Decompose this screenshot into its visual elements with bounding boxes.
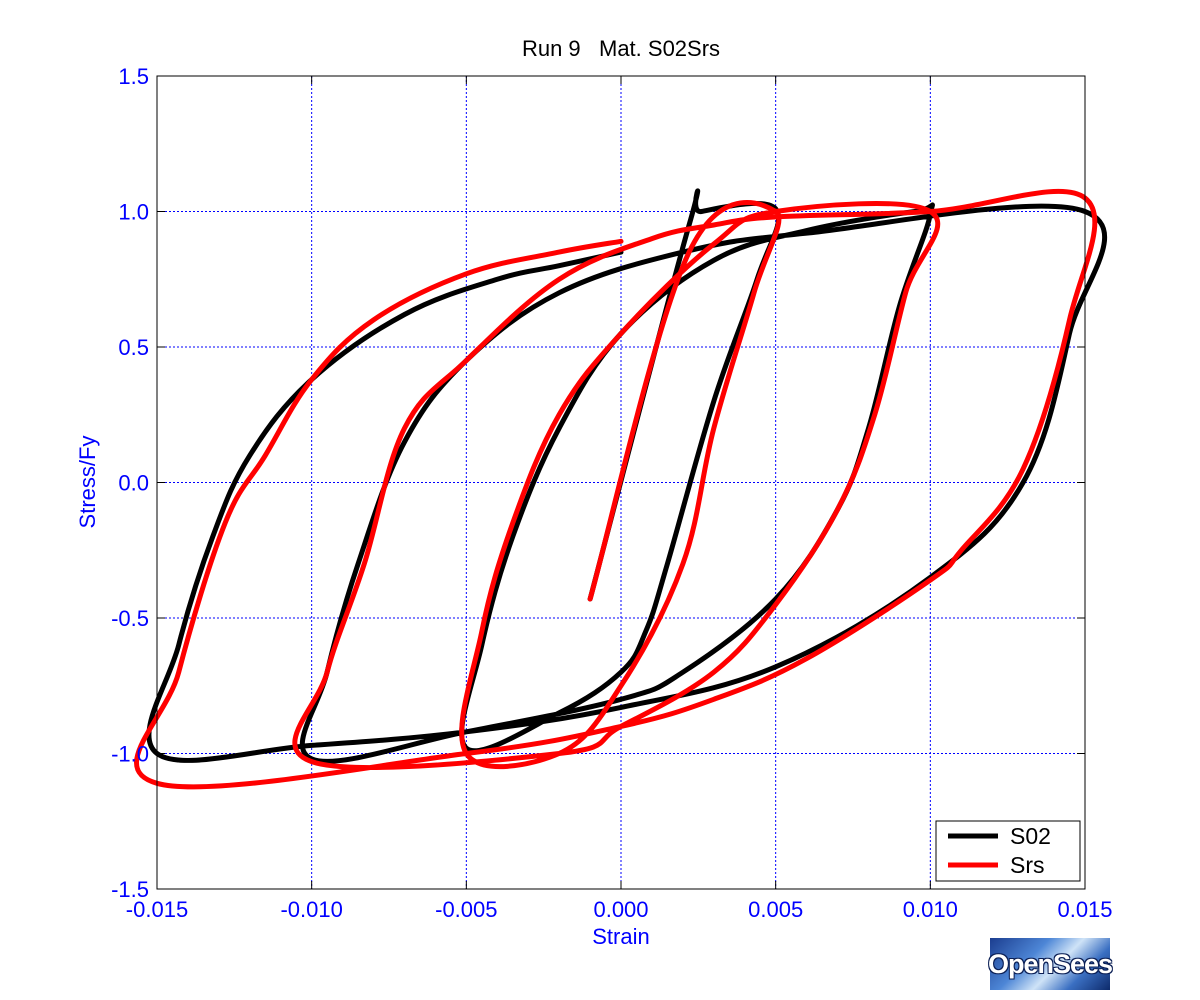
legend-box: [935, 820, 1081, 882]
y-tick-label: 1.0: [118, 200, 149, 225]
x-tick-label: -0.010: [280, 897, 342, 922]
series-line-s02: [146, 188, 1108, 764]
x-tick-label: -0.015: [126, 897, 188, 922]
axis-ticks: -0.015 -0.010 -0.005 0.000 0.005 0.010 0.015 1.…: [111, 64, 1112, 922]
x-tick-label: 0.005: [748, 897, 803, 922]
y-tick-label: -0.5: [111, 606, 149, 631]
x-tick-label: 0.015: [1057, 897, 1112, 922]
legend: S02 Srs: [935, 820, 1081, 882]
x-axis-label: Strain: [592, 924, 649, 949]
chart-title: Run 9 Mat. S02Srs: [522, 36, 720, 61]
series-line-srs: [134, 188, 1098, 790]
legend-label-srs: Srs: [1010, 852, 1045, 878]
x-tick-label: -0.005: [435, 897, 497, 922]
y-tick-label: -1.0: [111, 742, 149, 767]
y-tick-label: 0.0: [118, 471, 149, 496]
y-tick-label: 0.5: [118, 335, 149, 360]
y-axis-label: Stress/Fy: [75, 436, 100, 529]
logo-text: OpenSees: [987, 948, 1113, 979]
y-tick-label: 1.5: [118, 64, 149, 89]
opensees-logo: OpenSees: [987, 938, 1113, 990]
y-tick-label: -1.5: [111, 877, 149, 902]
x-tick-label: 0.000: [593, 897, 648, 922]
series-lines: [134, 188, 1108, 790]
legend-label-s02: S02: [1010, 823, 1051, 849]
x-tick-label: 0.010: [903, 897, 958, 922]
